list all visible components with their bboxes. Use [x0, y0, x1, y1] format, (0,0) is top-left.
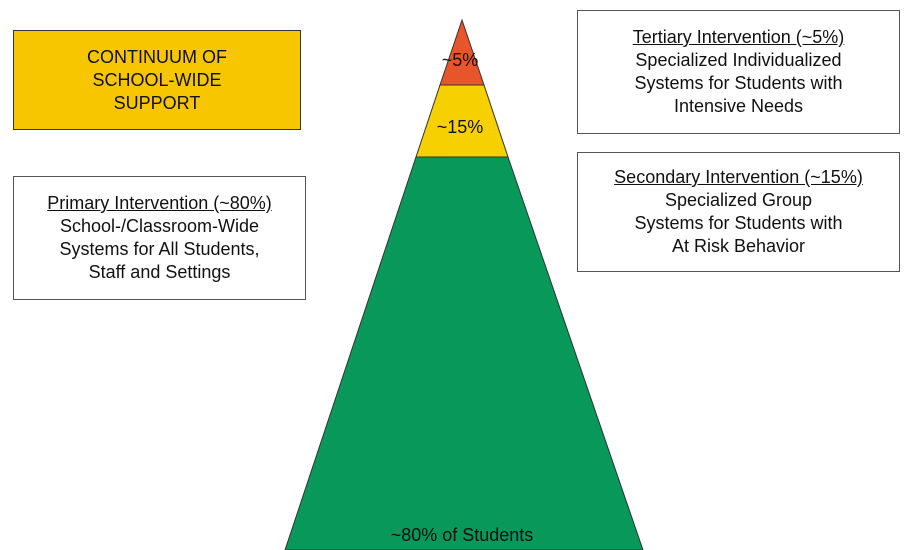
tier-label: ~15% [437, 117, 484, 137]
box-title: Secondary Intervention (~15%) [614, 167, 863, 187]
box-title: Primary Intervention (~80%) [47, 193, 272, 213]
heading-line: SUPPORT [113, 92, 201, 113]
box-line: Systems for Students with [634, 73, 843, 93]
primary-box: Primary Intervention (~80%) School-/Clas… [13, 176, 306, 300]
box-line: Specialized Group [664, 190, 813, 210]
box-line: School-/Classroom-Wide [59, 216, 260, 236]
tier-bottom [284, 156, 644, 550]
box-line: At Risk Behavior [671, 236, 806, 256]
heading-box: CONTINUUM OF SCHOOL-WIDE SUPPORT [13, 30, 301, 130]
box-title: Tertiary Intervention (~5%) [632, 27, 845, 47]
box-line: Staff and Settings [88, 262, 231, 282]
tertiary-box: Tertiary Intervention (~5%) Specialized … [577, 10, 900, 134]
box-line: Systems for All Students, [59, 239, 260, 259]
box-line: Systems for Students with [634, 213, 843, 233]
heading-line: CONTINUUM OF [87, 46, 227, 67]
box-line: Specialized Individualized [635, 50, 842, 70]
box-line: Intensive Needs [673, 96, 804, 116]
tier-label: ~80% of Students [391, 525, 534, 545]
tier-label: ~5% [442, 50, 479, 70]
heading-line: SCHOOL-WIDE [92, 69, 222, 90]
secondary-box: Secondary Intervention (~15%) Specialize… [577, 152, 900, 272]
